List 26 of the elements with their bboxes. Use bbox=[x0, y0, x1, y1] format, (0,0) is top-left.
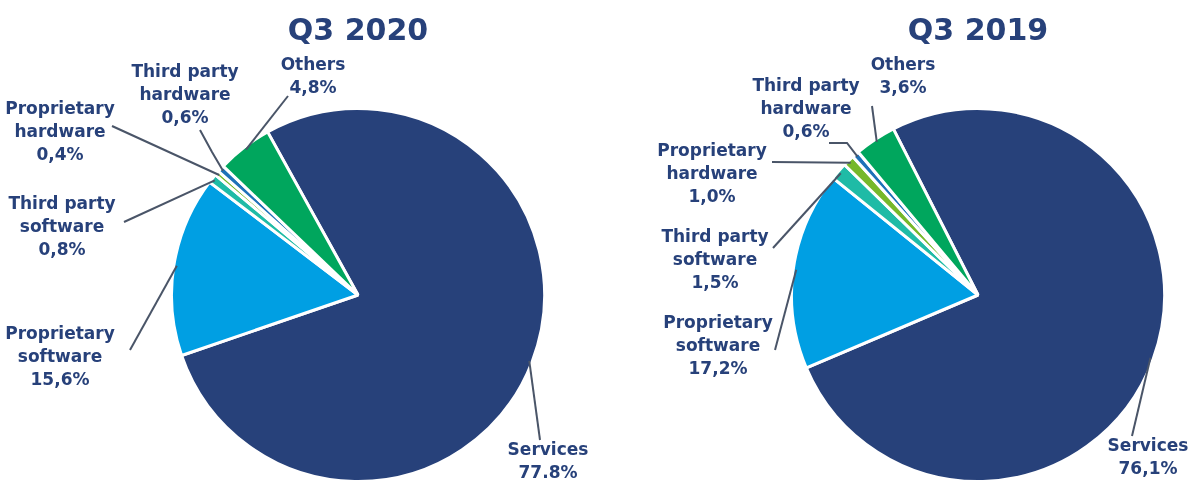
data-label: 15,6% bbox=[30, 369, 90, 390]
slice-label: Services bbox=[507, 439, 589, 460]
slice-label: Third party hardware bbox=[131, 61, 239, 105]
data-label: 0,6% bbox=[161, 107, 209, 128]
chart-title: Q3 2020 bbox=[287, 11, 429, 47]
slice-label: Proprietary software bbox=[5, 323, 115, 367]
slice-label: Third party software bbox=[8, 193, 116, 237]
slice-label: Proprietary software bbox=[663, 312, 773, 356]
data-label: 0,4% bbox=[36, 144, 84, 165]
data-label: 0,8% bbox=[38, 239, 86, 260]
chart-title: Q3 2019 bbox=[907, 11, 1049, 47]
data-label: 4,8% bbox=[289, 77, 337, 98]
slice-label: Proprietary hardware bbox=[657, 140, 767, 184]
data-label: 3,6% bbox=[879, 77, 927, 98]
data-label: 1,0% bbox=[688, 186, 736, 207]
slice-label: Third party software bbox=[661, 226, 769, 270]
slice-label: Services bbox=[1107, 435, 1189, 456]
slice-label: Third party hardware bbox=[752, 75, 860, 119]
data-label: 0,6% bbox=[782, 121, 830, 142]
data-label: 77.8% bbox=[518, 462, 578, 483]
slice-label: Others bbox=[280, 54, 346, 75]
data-label: 17,2% bbox=[688, 358, 748, 379]
slice-label: Others bbox=[870, 54, 936, 75]
data-label: 1,5% bbox=[691, 272, 739, 293]
data-label: 76,1% bbox=[1118, 458, 1178, 479]
slice-label: Proprietary hardware bbox=[5, 98, 115, 142]
